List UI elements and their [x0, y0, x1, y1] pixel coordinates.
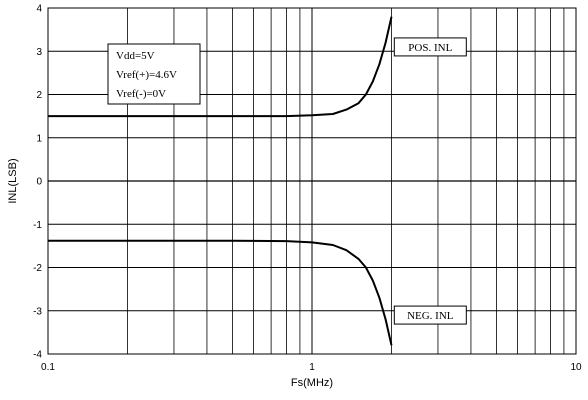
series-line-pos-inl: [48, 16, 393, 118]
y-tick-labels: -4 -3 -2 -1 0 1 2 3 4: [33, 4, 42, 361]
series-annotations: POS. INL NEG. INL: [393, 37, 467, 325]
x-axis-title: Fs(MHz): [291, 377, 333, 389]
info-box-line: Vdd=5V: [116, 50, 155, 62]
x-tick-label: 10: [570, 362, 582, 373]
annotation-text: POS. INL: [408, 42, 452, 54]
info-box-line: Vref(+)=4.6V: [116, 69, 177, 81]
x-tick-label: 1: [309, 362, 315, 373]
x-tick-labels: 0.1 1 10: [41, 362, 582, 373]
annotation-pos-inl: POS. INL: [393, 37, 467, 57]
y-tick-label: 1: [36, 133, 42, 144]
y-tick-label: 2: [36, 90, 42, 101]
annotation-box: [393, 305, 467, 325]
series-lines: [48, 16, 393, 346]
y-tick-label: 0: [36, 177, 42, 188]
x-tick-label: 0.1: [41, 362, 55, 373]
info-box-line: Vref(-)=0V: [116, 88, 166, 100]
y-tick-label: -3: [33, 306, 42, 317]
annotation-neg-inl: NEG. INL: [393, 305, 467, 325]
y-axis-title: INL(LSB): [7, 158, 19, 203]
plot-frame: [47, 7, 577, 355]
annotation-box: [393, 37, 467, 57]
y-tick-label: -2: [33, 263, 42, 274]
y-tick-label: 3: [36, 47, 42, 58]
y-tick-label: -4: [33, 350, 42, 361]
y-tick-label: -1: [33, 220, 42, 231]
series-line-neg-inl: [48, 239, 393, 346]
y-tick-label: 4: [36, 4, 42, 15]
info-box: Vdd=5V Vref(+)=4.6V Vref(-)=0V: [107, 43, 201, 105]
annotation-text: NEG. INL: [407, 310, 454, 322]
info-box-frame: [107, 43, 201, 105]
grid-lines: [48, 8, 576, 354]
